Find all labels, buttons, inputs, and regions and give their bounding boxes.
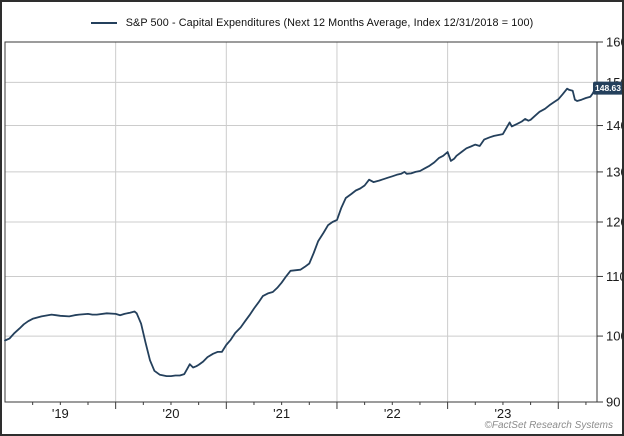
- series-line: [4, 87, 598, 377]
- x-axis-label: '22: [384, 406, 401, 421]
- y-axis-label: 110: [606, 269, 624, 284]
- x-axis-label: '20: [163, 406, 180, 421]
- chart-legend: S&P 500 - Capital Expenditures (Next 12 …: [2, 17, 622, 29]
- y-axis-label: 120: [606, 215, 624, 230]
- legend-line-swatch: [90, 22, 117, 24]
- y-axis-label: 160: [606, 35, 624, 50]
- plot-border: [4, 41, 598, 403]
- last-value-badge-text: 148.63: [595, 83, 621, 93]
- y-axis-label: 140: [606, 118, 624, 133]
- last-value-badge: [593, 81, 622, 95]
- legend-series-label: S&P 500 - Capital Expenditures (Next 12 …: [125, 17, 534, 29]
- factset-credit: ©FactSet Research Systems: [484, 420, 613, 431]
- y-axis-label: 100: [606, 329, 624, 344]
- y-axis-label: 90: [606, 395, 620, 410]
- x-axis-label: '23: [494, 406, 511, 421]
- x-axis-label: '21: [273, 406, 290, 421]
- x-axis-label: '19: [52, 406, 69, 421]
- y-axis-label: 130: [606, 164, 624, 179]
